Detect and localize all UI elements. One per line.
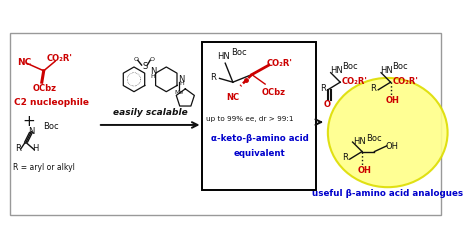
Text: OH: OH xyxy=(357,166,371,175)
Text: useful β-amino acid analogues: useful β-amino acid analogues xyxy=(312,189,463,198)
Text: N: N xyxy=(150,67,156,76)
Text: O: O xyxy=(133,57,138,62)
Text: HN: HN xyxy=(218,52,230,61)
Text: Boc: Boc xyxy=(43,122,58,131)
Text: N: N xyxy=(28,127,35,136)
Text: OH: OH xyxy=(386,96,400,105)
Text: easily scalable: easily scalable xyxy=(113,108,188,117)
Text: Boc: Boc xyxy=(342,62,358,71)
Text: R: R xyxy=(15,144,21,153)
Text: Boc: Boc xyxy=(231,48,246,57)
Bar xyxy=(9,33,441,215)
Text: O: O xyxy=(150,57,155,62)
Text: HN: HN xyxy=(354,137,366,146)
Text: R: R xyxy=(210,73,216,82)
Text: H: H xyxy=(179,81,184,86)
Bar xyxy=(202,42,317,189)
Text: CO₂R': CO₂R' xyxy=(342,77,368,87)
Text: α-keto-β-amino acid: α-keto-β-amino acid xyxy=(210,133,308,143)
Text: NC: NC xyxy=(226,93,239,102)
Text: OCbz: OCbz xyxy=(32,84,56,93)
Text: +: + xyxy=(22,114,35,128)
Text: CO₂R': CO₂R' xyxy=(267,59,293,68)
Text: OCbz: OCbz xyxy=(261,88,285,97)
Text: Boc: Boc xyxy=(392,62,408,71)
Text: CO₂R': CO₂R' xyxy=(46,54,73,63)
Text: R: R xyxy=(342,154,348,162)
Text: CO₂R': CO₂R' xyxy=(392,77,419,87)
Text: C2 nucleophile: C2 nucleophile xyxy=(14,98,89,107)
Text: R = aryl or alkyl: R = aryl or alkyl xyxy=(13,163,75,172)
Text: Boc: Boc xyxy=(366,133,382,143)
Text: up to 99% ee, dr > 99:1: up to 99% ee, dr > 99:1 xyxy=(206,116,294,123)
Text: R: R xyxy=(371,84,376,93)
Text: OH: OH xyxy=(386,142,399,151)
Text: R: R xyxy=(320,84,326,93)
Text: HN: HN xyxy=(380,66,393,75)
Text: H: H xyxy=(32,144,39,153)
Text: NC: NC xyxy=(17,59,31,67)
Text: H: H xyxy=(151,74,155,79)
Text: S: S xyxy=(143,62,148,71)
Text: O: O xyxy=(324,100,331,109)
Ellipse shape xyxy=(328,78,447,187)
Text: equivalent: equivalent xyxy=(234,149,285,158)
Text: N: N xyxy=(178,75,185,84)
Text: HN: HN xyxy=(330,66,343,75)
Text: Me: Me xyxy=(174,90,183,95)
